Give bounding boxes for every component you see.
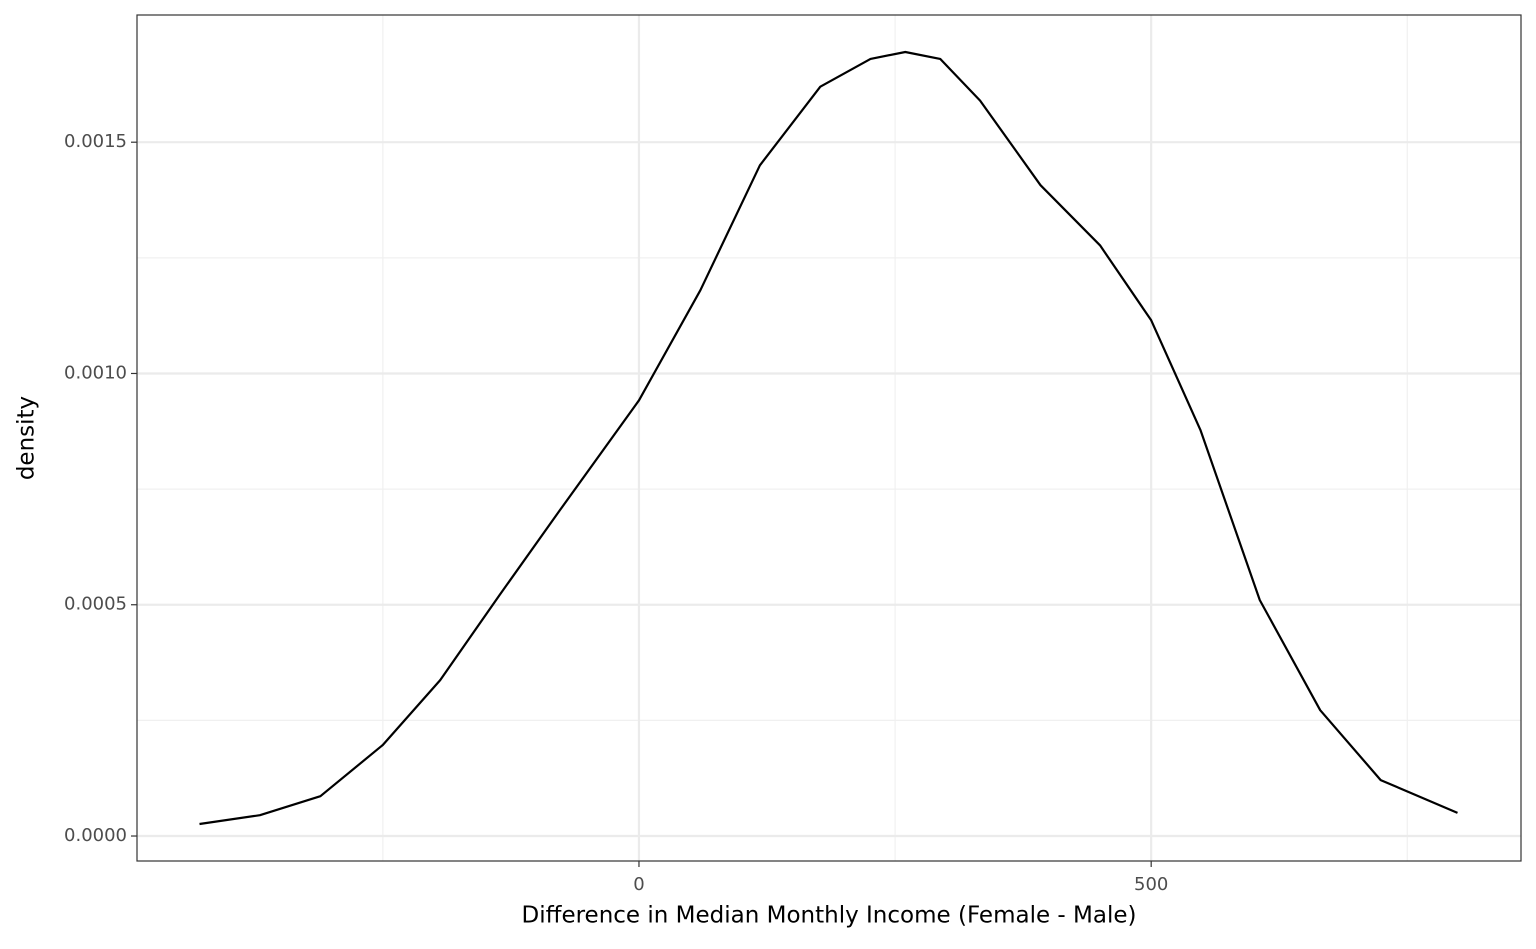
x-tick-label: 500 — [1134, 874, 1168, 895]
density-line — [199, 50, 1458, 826]
x-axis-label: Difference in Median Monthly Income (Fem… — [522, 903, 1137, 929]
y-tick-label: 0.0015 — [64, 131, 127, 152]
y-tick-label: 0.0005 — [64, 594, 127, 615]
y-tick-label: 0.0010 — [64, 362, 127, 383]
x-tick-label: 0 — [633, 874, 644, 895]
y-tick-label: 0.0000 — [64, 825, 127, 846]
y-axis-label: density — [14, 396, 40, 480]
plot-border — [136, 14, 1522, 862]
